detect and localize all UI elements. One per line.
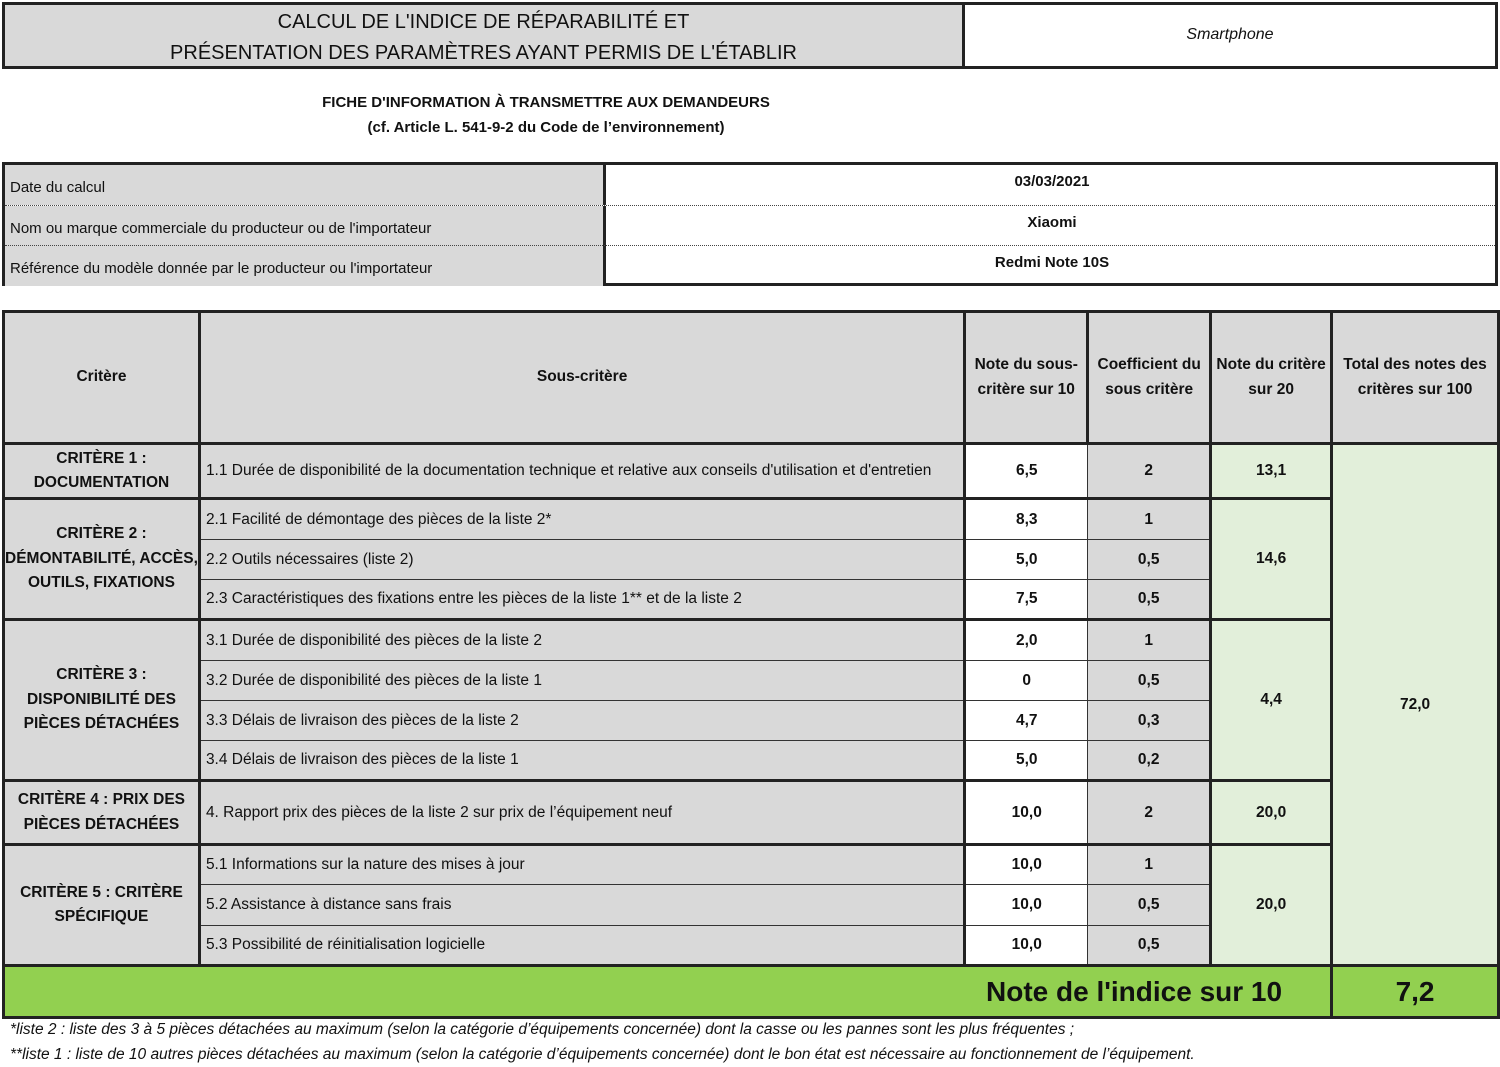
sub-criterion-label: 5.1 Informations sur la nature des mises… [197, 844, 967, 885]
title-line-2: PRÉSENTATION DES PARAMÈTRES AYANT PERMIS… [170, 42, 797, 64]
footnotes: *liste 2 : liste des 3 à 5 pièces détach… [10, 1017, 1195, 1067]
title-line-1: CALCUL DE L'INDICE DE RÉPARABILITÉ ET [277, 11, 690, 33]
sub-criterion-note: 0 [964, 660, 1089, 701]
info-row-brand: Nom ou marque commerciale du producteur … [5, 205, 1495, 246]
subtitle: FICHE D'INFORMATION À TRANSMETTRE AUX DE… [0, 90, 1092, 140]
info-row-date: Date du calcul 03/03/2021 [5, 165, 1495, 205]
header-sous-critere: Sous-critère [197, 310, 967, 445]
sub-criterion-note: 10,0 [964, 844, 1089, 885]
sub-criterion-label: 3.4 Délais de livraison des pièces de la… [197, 740, 967, 782]
table-row: CRITÈRE 5 : CRITÈRE SPÉCIFIQUE 5.1 Inform… [2, 843, 1499, 967]
info-label: Référence du modèle donnée par le produc… [5, 246, 606, 286]
criterion-name: CRITÈRE 3 : DISPONIBILITÉ DES PIÈCES DÉT… [2, 618, 201, 782]
table-row: 2.2 Outils nécessaires (liste 2) 5,0 0,5 [4, 539, 1499, 580]
sub-criterion-label: 2.2 Outils nécessaires (liste 2) [197, 539, 967, 580]
sub-criterion-coefficient: 0,3 [1087, 700, 1212, 741]
criterion-note: 20,0 [1209, 843, 1334, 967]
sub-criterion-note: 2,0 [964, 619, 1089, 661]
criterion-name: CRITÈRE 5 : CRITÈRE SPÉCIFIQUE [2, 843, 201, 967]
criterion-note: 20,0 [1209, 779, 1334, 846]
header-total: Total des notes des critères sur 100 [1330, 310, 1500, 445]
sub-criterion-note: 7,5 [964, 579, 1089, 621]
info-value: Xiaomi [1027, 214, 1077, 231]
criterion-name: CRITÈRE 2 : DÉMONTABILITÉ, ACCÈS, OUTILS… [2, 497, 201, 621]
table-row: 3.2 Durée de disponibilité des pièces de… [4, 660, 1499, 701]
table-row: CRITÈRE 3 : DISPONIBILITÉ DES PIÈCES DÉT… [2, 618, 1499, 782]
info-row-model: Référence du modèle donnée par le produc… [5, 245, 1495, 286]
footnote-liste-2: *liste 2 : liste des 3 à 5 pièces détach… [10, 1021, 1075, 1038]
sub-criterion-label: 5.2 Assistance à distance sans frais [197, 884, 967, 926]
sub-criterion-label: 3.1 Durée de disponibilité des pièces de… [197, 619, 967, 661]
criterion-name: CRITÈRE 4 : PRIX DES PIÈCES DÉTACHÉES [2, 779, 201, 846]
sub-criterion-coefficient: 1 [1087, 498, 1212, 540]
final-label: Note de l'indice sur 10 [1, 964, 1334, 1019]
header-note-sous-critere: Note du sous-critère sur 10 [963, 310, 1090, 445]
product-type: Smartphone [962, 2, 1498, 69]
info-value: 03/03/2021 [1014, 173, 1090, 190]
sub-criterion-label: 2.3 Caractéristiques des fixations entre… [197, 579, 967, 621]
sub-criterion-coefficient: 2 [1087, 780, 1212, 846]
sub-criterion-coefficient: 0,5 [1087, 925, 1212, 967]
sub-criterion-coefficient: 0,5 [1087, 660, 1212, 701]
table-row: CRITÈRE 1 : DOCUMENTATION 1.1 Durée de di… [2, 442, 1500, 967]
table-row: 5.3 Possibilité de réinitialisation logi… [4, 925, 1499, 967]
table-row: 3.4 Délais de livraison des pièces de la… [4, 740, 1499, 782]
criterion-name: CRITÈRE 1 : DOCUMENTATION [2, 442, 201, 500]
table-row: 5.2 Assistance à distance sans frais 10,0… [4, 884, 1499, 926]
info-label: Nom ou marque commerciale du producteur … [5, 206, 606, 246]
sub-criterion-coefficient: 1 [1087, 619, 1212, 661]
sub-criterion-note: 10,0 [964, 884, 1089, 926]
info-value: Redmi Note 10S [994, 254, 1110, 271]
page-title: CALCUL DE L'INDICE DE RÉPARABILITÉ ET PRÉ… [2, 2, 965, 69]
sub-criterion-label: 3.2 Durée de disponibilité des pièces de… [197, 660, 967, 701]
sub-criterion-coefficient: 0,5 [1087, 539, 1212, 580]
sub-criterion-note: 5,0 [964, 539, 1089, 580]
sub-criterion-coefficient: 0,5 [1087, 884, 1212, 926]
sub-criterion-label: 2.1 Facilité de démontage des pièces de … [197, 498, 967, 540]
sub-criterion-coefficient: 0,5 [1087, 579, 1212, 621]
subtitle-line-1: FICHE D'INFORMATION À TRANSMETTRE AUX DE… [322, 94, 770, 111]
sub-criterion-label: 1.1 Durée de disponibilité de la documen… [197, 443, 967, 500]
sub-criterion-note: 5,0 [964, 740, 1089, 782]
sub-criterion-coefficient: 1 [1087, 844, 1212, 885]
table-row: 2.3 Caractéristiques des fixations entre… [4, 579, 1499, 621]
sub-criterion-note: 8,3 [964, 498, 1089, 540]
subtitle-line-2: (cf. Article L. 541-9-2 du Code de l’env… [367, 119, 725, 136]
sub-criterion-note: 4,7 [964, 700, 1089, 741]
final-row: Note de l'indice sur 10 7,2 [1, 964, 1500, 1019]
header-coefficient: Coefficient du sous critère [1086, 310, 1213, 445]
header-note-critere: Note du critère sur 20 [1209, 310, 1334, 445]
info-label: Date du calcul [5, 165, 606, 205]
table-row: CRITÈRE 4 : PRIX DES PIÈCES DÉTACHÉES 4. … [2, 779, 1499, 846]
footnote-liste-1: **liste 1 : liste de 10 autres pièces dé… [10, 1046, 1195, 1063]
sub-criterion-note: 10,0 [964, 925, 1089, 967]
header-critere: Critère [2, 310, 201, 445]
sub-criterion-note: 10,0 [964, 780, 1089, 846]
score-table: Critère Sous-critère Note du sous-critèr… [1, 310, 1500, 1019]
sub-criterion-coefficient: 0,2 [1087, 740, 1212, 782]
info-table: Date du calcul 03/03/2021 Nom ou marque c… [2, 162, 1498, 286]
criterion-note: 13,1 [1209, 442, 1334, 500]
sub-criterion-label: 5.3 Possibilité de réinitialisation logi… [197, 925, 967, 967]
table-row: CRITÈRE 2 : DÉMONTABILITÉ, ACCÈS, OUTILS… [2, 497, 1499, 621]
total-score: 72,0 [1330, 442, 1500, 967]
sub-criterion-coefficient: 2 [1087, 443, 1212, 500]
criterion-note: 14,6 [1209, 497, 1334, 621]
sub-criterion-label: 4. Rapport prix des pièces de la liste 2… [197, 780, 967, 846]
sub-criterion-label: 3.3 Délais de livraison des pièces de la… [197, 700, 967, 741]
header-row: Critère Sous-critère Note du sous-critèr… [2, 310, 1500, 445]
final-score: 7,2 [1330, 964, 1500, 1019]
criterion-note: 4,4 [1209, 618, 1334, 782]
sub-criterion-note: 6,5 [964, 443, 1089, 500]
